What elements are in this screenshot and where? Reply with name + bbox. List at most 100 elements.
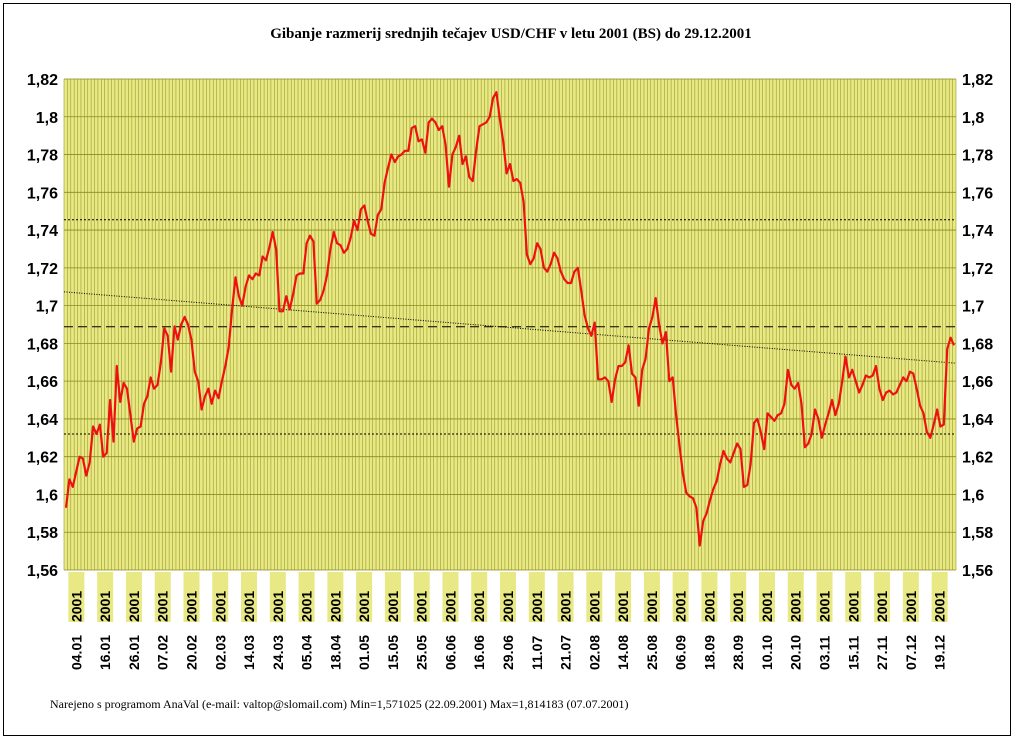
- x-tick-label-year: 2001: [270, 591, 286, 622]
- x-tick-label: 01.05: [356, 635, 372, 670]
- y-tick-label-right: 1,64: [962, 412, 993, 429]
- x-tick-label-box: [586, 572, 603, 622]
- x-tick-label: 05.04: [299, 635, 315, 670]
- x-tick-label-box: [269, 572, 286, 622]
- x-tick-label: 21.07: [558, 635, 574, 670]
- x-tick-label-box: [787, 572, 804, 622]
- x-tick-label-year: 2001: [874, 591, 890, 622]
- y-tick-label-left: 1,7: [36, 299, 58, 316]
- x-tick-label-box: [615, 572, 632, 622]
- x-tick-label-box: [528, 572, 545, 622]
- y-tick-label-left: 1,62: [27, 450, 58, 467]
- x-tick-label-year: 2001: [615, 591, 631, 622]
- x-tick-label: 27.11: [874, 636, 890, 670]
- x-tick-label: 18.09: [701, 635, 717, 670]
- x-tick-label: 25.08: [644, 635, 660, 670]
- x-tick-label: 16.06: [471, 635, 487, 670]
- x-tick-label-box: [442, 572, 459, 622]
- x-tick-label-box: [816, 572, 833, 622]
- x-tick-label: 20.02: [183, 635, 199, 670]
- x-tick-label-year: 2001: [327, 591, 343, 622]
- y-tick-label-left: 1,74: [27, 223, 58, 240]
- y-tick-label-left: 1,68: [27, 336, 58, 353]
- usd-chf-series-line: [64, 91, 956, 547]
- trend-line: [63, 291, 957, 364]
- x-tick-label: 26.01: [126, 635, 142, 670]
- x-tick-label-box: [125, 572, 142, 622]
- y-tick-label-right: 1,62: [962, 450, 993, 467]
- y-tick-label-right: 1,8: [962, 110, 984, 127]
- y-tick-label-right: 1,6: [962, 487, 984, 504]
- x-tick-label: 25.05: [414, 635, 430, 670]
- x-tick-label-box: [241, 572, 258, 622]
- y-tick-label-right: 1,78: [962, 148, 993, 165]
- x-tick-label-year: 2001: [701, 591, 717, 622]
- x-tick-label-year: 2001: [932, 591, 948, 622]
- x-tick-label: 19.12: [932, 635, 948, 670]
- x-tick-label: 18.04: [327, 635, 343, 670]
- x-tick-label-box: [845, 572, 862, 622]
- x-tick-label-box: [298, 572, 315, 622]
- x-tick-label-box: [672, 572, 689, 622]
- x-tick-label-box: [758, 572, 775, 622]
- y-tick-label-right: 1,72: [962, 261, 993, 278]
- x-tick-label-year: 2001: [500, 591, 516, 622]
- x-tick-label-year: 2001: [730, 591, 746, 622]
- x-tick-label-year: 2001: [356, 591, 372, 622]
- x-tick-label-box: [97, 572, 114, 622]
- x-tick-label-year: 2001: [442, 591, 458, 622]
- y-tick-label-right: 1,74: [962, 223, 993, 240]
- x-tick-label: 20.10: [788, 635, 804, 670]
- y-tick-label-right: 1,66: [962, 374, 993, 391]
- plot-background: [64, 79, 956, 570]
- x-tick-label-year: 2001: [903, 591, 919, 622]
- x-tick-label: 15.11: [845, 636, 861, 670]
- x-tick-label-year: 2001: [183, 591, 199, 622]
- x-tick-label: 07.12: [903, 635, 919, 670]
- x-tick-label-box: [902, 572, 919, 622]
- x-tick-label: 14.03: [241, 635, 257, 670]
- x-tick-label: 16.01: [97, 635, 113, 670]
- x-tick-label-year: 2001: [68, 591, 84, 622]
- x-tick-label-box: [183, 572, 200, 622]
- y-tick-label-left: 1,64: [27, 412, 58, 429]
- chart-footer: Narejeno s programom AnaVal (e-mail: val…: [50, 697, 629, 711]
- x-tick-label-year: 2001: [97, 591, 113, 622]
- x-tick-label-box: [471, 572, 488, 622]
- x-tick-label-box: [557, 572, 574, 622]
- x-tick-label: 15.05: [385, 635, 401, 670]
- y-tick-label-left: 1,82: [27, 72, 58, 89]
- x-tick-label-box: [931, 572, 948, 622]
- plot-area: 1,82 1,82 1,8 1,8 1,78 1,78 1,76 1,76 1,74 1,74 1,…: [27, 72, 993, 670]
- x-tick-label-year: 2001: [788, 591, 804, 622]
- x-tick-label-box: [413, 572, 430, 622]
- x-tick-label: 02.08: [586, 635, 602, 670]
- x-tick-label-year: 2001: [414, 591, 430, 622]
- x-tick-label-year: 2001: [817, 591, 833, 622]
- x-tick-label: 28.09: [730, 635, 746, 670]
- chart-title: Gibanje razmerij srednjih tečajev USD/CH…: [270, 26, 752, 42]
- x-tick-label: 06.09: [673, 635, 689, 670]
- y-tick-label-left: 1,72: [27, 261, 58, 278]
- x-tick-label: 06.06: [442, 635, 458, 670]
- x-tick-label-year: 2001: [673, 591, 689, 622]
- y-tick-label-right: 1,82: [962, 72, 993, 89]
- x-tick-label: 02.03: [212, 635, 228, 670]
- x-tick-label-year: 2001: [586, 591, 602, 622]
- y-tick-label-left: 1,78: [27, 148, 58, 165]
- x-tick-label-year: 2001: [212, 591, 228, 622]
- x-tick-label-box: [500, 572, 516, 622]
- x-tick-label: 04.01: [68, 635, 84, 670]
- x-tick-label-box: [643, 572, 660, 622]
- y-tick-label-right: 1,58: [962, 525, 993, 542]
- x-tick-label-year: 2001: [126, 591, 142, 622]
- x-tick-label: 10.10: [759, 635, 775, 670]
- x-tick-label-box: [356, 572, 373, 622]
- x-tick-label: 07.02: [155, 635, 171, 670]
- y-tick-label-right: 1,68: [962, 336, 993, 353]
- x-tick-label-box: [68, 572, 85, 622]
- x-tick-label-year: 2001: [529, 591, 545, 622]
- x-tick-label-box: [874, 572, 891, 622]
- x-tick-label: 03.11: [817, 636, 833, 670]
- y-tick-label-right: 1,7: [962, 299, 984, 316]
